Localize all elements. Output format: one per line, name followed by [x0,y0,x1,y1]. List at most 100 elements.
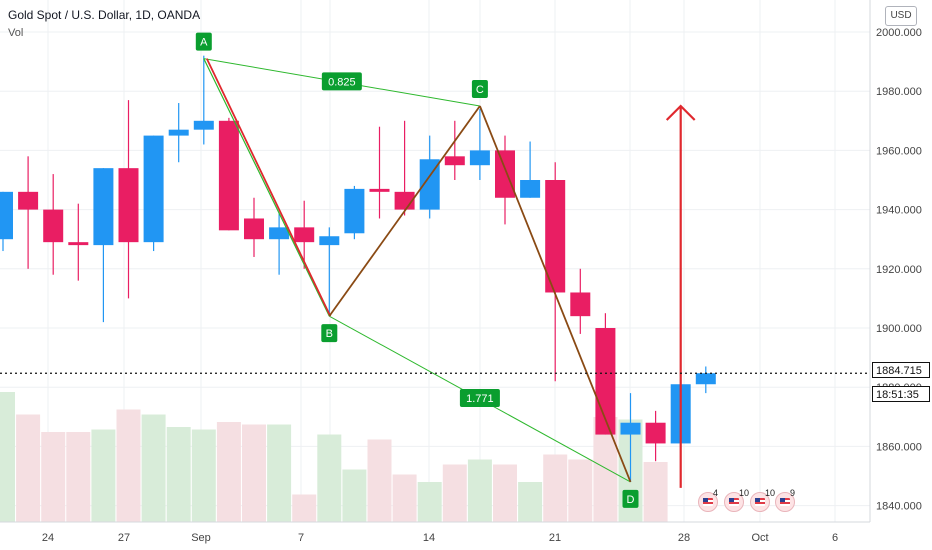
price-tick-label: 1840.000 [876,501,922,513]
ratio-label-bd: 1.771 [466,393,494,405]
pattern-point-label: A [200,37,208,49]
candle-body [43,209,64,243]
volume-bar [66,432,91,522]
volume-bar [191,429,216,522]
volume-bar [41,432,66,522]
volume-bar [166,427,191,522]
event-count: 4 [713,488,719,498]
time-tick-label: 28 [678,532,690,544]
volume-bar [141,414,166,522]
candle-body [695,373,716,385]
volume-bar [643,462,668,522]
volume-bar [367,439,392,522]
us-flag-icon [698,492,718,512]
pattern-point-marker [195,32,212,51]
time-tick-label: 24 [42,532,54,544]
pattern-point-marker [622,489,639,508]
candle-body [118,168,139,243]
candle-body [0,191,13,240]
candle-body [93,168,114,246]
currency-button[interactable]: USD [885,6,917,26]
candle-body [570,292,591,317]
volume-bar [292,494,317,522]
volume-bar [267,424,292,522]
projection-arrow-head [665,104,696,121]
candle-body [218,120,239,231]
price-tick-label: 1960.000 [876,145,922,157]
symbol-title: Gold Spot / U.S. Dollar, 1D, OANDA [8,8,201,22]
economic-event-badge[interactable]: 10 [750,488,776,514]
price-tick-label: 1940.000 [876,205,922,217]
ratio-label-box [321,72,362,91]
volume-bar [317,434,342,522]
volume-study-label: Vol [8,27,24,39]
candle-body [193,120,214,130]
volume-bar [417,482,442,522]
candle-body [344,188,365,234]
time-tick-label: 6 [832,532,838,544]
volume-bar [392,474,417,522]
volume-bar [16,414,41,522]
leg-bc [328,105,481,317]
candle-body [168,129,189,136]
volume-bar [116,409,141,522]
candle-body [244,218,264,240]
us-flag-icon [724,492,744,512]
us-flag-icon [775,492,795,512]
economic-event-badge[interactable]: 4 [698,488,724,514]
volume-bar [518,482,543,522]
pattern-point-marker [321,324,338,343]
volume-bars [0,392,668,522]
volume-bar [568,459,593,522]
candle-body [294,227,315,243]
volume-bar [467,459,492,522]
time-axis: 24 27 Sep 7 14 21 28 Oct 6 [42,532,838,544]
current-price-label: 1884.715 [872,362,930,378]
candle-body [469,150,490,166]
candle-body [319,236,340,246]
ratio-label-ac: 0.825 [328,76,356,88]
candle-body [18,191,39,210]
event-count: 9 [790,488,796,498]
leg-cd [479,105,632,483]
candle-body [369,188,390,192]
volume-bar [543,454,568,522]
time-tick-label: 21 [549,532,561,544]
volume-bar [242,424,266,522]
candle-body [495,150,515,198]
price-tick-label: 1920.000 [876,264,922,276]
candle-body [419,159,440,210]
volume-bar [0,392,15,522]
volume-bar [216,422,241,522]
candle-body [645,422,666,444]
volume-bar [342,469,367,522]
candle-body [545,180,566,293]
leg-ab [205,58,332,317]
event-count: 10 [739,488,750,498]
economic-event-badge[interactable]: 9 [775,488,801,514]
candle-body [68,242,89,246]
price-tick-label: 1900.000 [876,323,922,335]
pattern-point-label: B [326,328,333,340]
ratio-label-box [459,389,500,408]
time-tick-label: Sep [191,532,211,544]
price-axis: 2000.000 1980.000 1960.000 1940.000 1920.000… [876,27,922,513]
bar-countdown-label: 18:51:35 [872,386,930,402]
candle-body [444,156,465,166]
time-tick-label: 14 [423,532,435,544]
economic-event-badge[interactable]: 10 [724,488,750,514]
volume-bar [91,429,116,522]
us-flag-icon [750,492,770,512]
time-tick-label: 7 [298,532,304,544]
candle-body [520,180,541,198]
abcd-pattern: A B C D 0.825 1.771 [195,32,696,508]
volume-bar [442,464,467,522]
pattern-point-label: C [476,84,484,96]
candle-body [143,135,164,243]
pattern-point-label: D [627,494,635,506]
price-tick-label: 2000.000 [876,27,922,39]
price-tick-label: 1860.000 [876,441,922,453]
time-tick-label: 27 [118,532,130,544]
candle-body [620,422,641,435]
